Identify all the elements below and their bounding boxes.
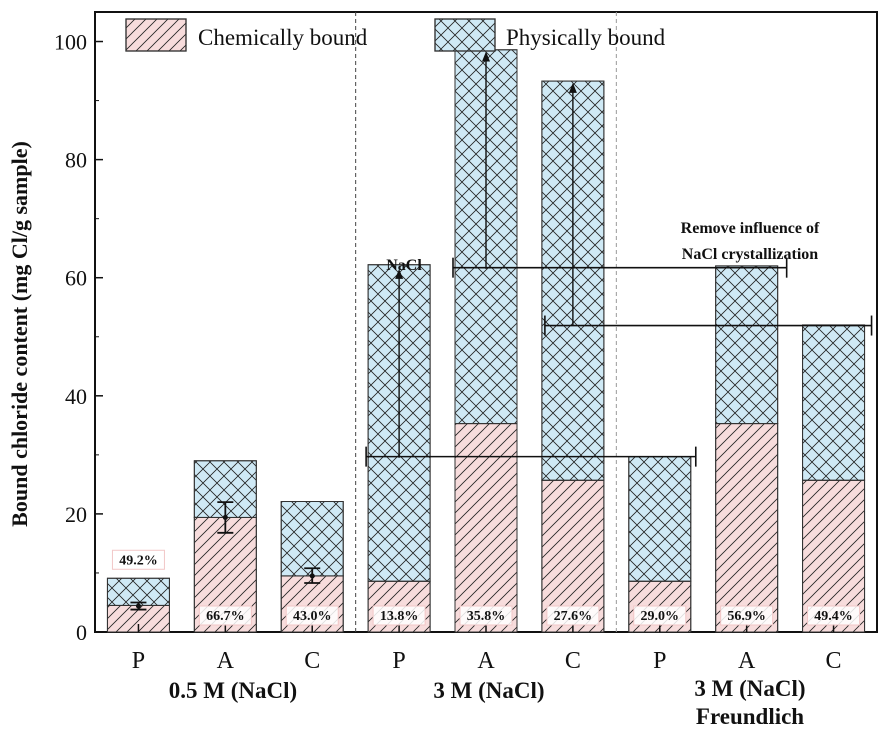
x-category-label: C (565, 648, 581, 674)
bar-physically-bound-hatch (280, 501, 344, 577)
percent-label-bg (546, 605, 600, 626)
percent-label: 43.0% (293, 609, 332, 624)
percent-label-bg (372, 605, 426, 626)
annotation-nacl: NaCl (386, 257, 422, 274)
x-category-label: P (653, 648, 666, 674)
legend-swatch-chemically-bound-hatch (125, 18, 187, 52)
legend-swatch-physically-bound-hatch (434, 18, 496, 52)
y-tick-label: 60 (65, 266, 87, 291)
error-bar-center (222, 514, 228, 520)
bar-physically-bound-hatch (715, 265, 779, 425)
percent-label-bg (111, 549, 165, 570)
percent-label: 29.0% (641, 609, 680, 624)
x-category-label: P (132, 648, 145, 674)
group-label-0-5m: 0.5 M (NaCl) (169, 678, 297, 703)
group-label-3m-freundlich-line2: Freundlich (696, 704, 804, 729)
y-tick-label: 100 (54, 30, 87, 55)
percent-label-bg (633, 605, 687, 626)
percent-label-bg (285, 605, 339, 626)
percent-label: 49.4% (814, 609, 853, 624)
percent-label: 35.8% (467, 609, 506, 624)
x-category-label: P (392, 648, 405, 674)
annotation-arrow-head (395, 268, 404, 279)
y-tick-label: 0 (76, 620, 87, 645)
x-category-label: C (826, 648, 842, 674)
y-axis-label: Bound chloride content (mg Cl/g sample) (7, 141, 32, 527)
legend: Chemically bound Physically bound (125, 18, 666, 52)
legend-label-physically-bound: Physically bound (506, 25, 666, 50)
y-tick-label: 20 (65, 502, 87, 527)
annotation-arrow-head (482, 51, 490, 62)
percent-label: 27.6% (554, 609, 593, 624)
group-label-3m: 3 M (NaCl) (433, 678, 544, 703)
x-category-label: C (304, 648, 320, 674)
annotation-remove-line2: NaCl crystallization (682, 246, 819, 263)
percent-label: 66.7% (206, 609, 245, 624)
bar-chemically-bound-hatch (454, 423, 518, 633)
y-tick-label: 40 (65, 384, 87, 409)
percent-label: 13.8% (380, 609, 419, 624)
percent-label-bg (807, 605, 861, 626)
percent-label-bg (198, 605, 252, 626)
group-label-3m-freundlich-line1: 3 M (NaCl) (694, 676, 805, 701)
plot-area: 0 20 40 60 80 100 P 49.2% A 66.7% C 43.0% P 13.8% A 35.… (54, 11, 878, 674)
percent-label-bg (459, 605, 513, 626)
annotation-remove-line1: Remove influence of (681, 220, 820, 237)
bar-physically-bound-hatch (106, 577, 170, 606)
annotation-arrow-head (568, 82, 577, 93)
x-category-label: A (477, 648, 495, 674)
x-category-label: A (217, 648, 235, 674)
percent-label: 56.9% (727, 609, 766, 624)
percent-label-bg (720, 605, 774, 626)
percent-label: 49.2% (119, 553, 158, 568)
bar-chemically-bound-hatch (715, 423, 779, 633)
error-bar-center (135, 603, 141, 609)
y-tick-label: 80 (65, 148, 87, 173)
legend-label-chemically-bound: Chemically bound (198, 25, 368, 50)
x-category-label: A (738, 648, 756, 674)
bar-physically-bound-hatch (628, 456, 692, 582)
bar-physically-bound-hatch (802, 324, 866, 481)
error-bar-center (309, 573, 315, 579)
